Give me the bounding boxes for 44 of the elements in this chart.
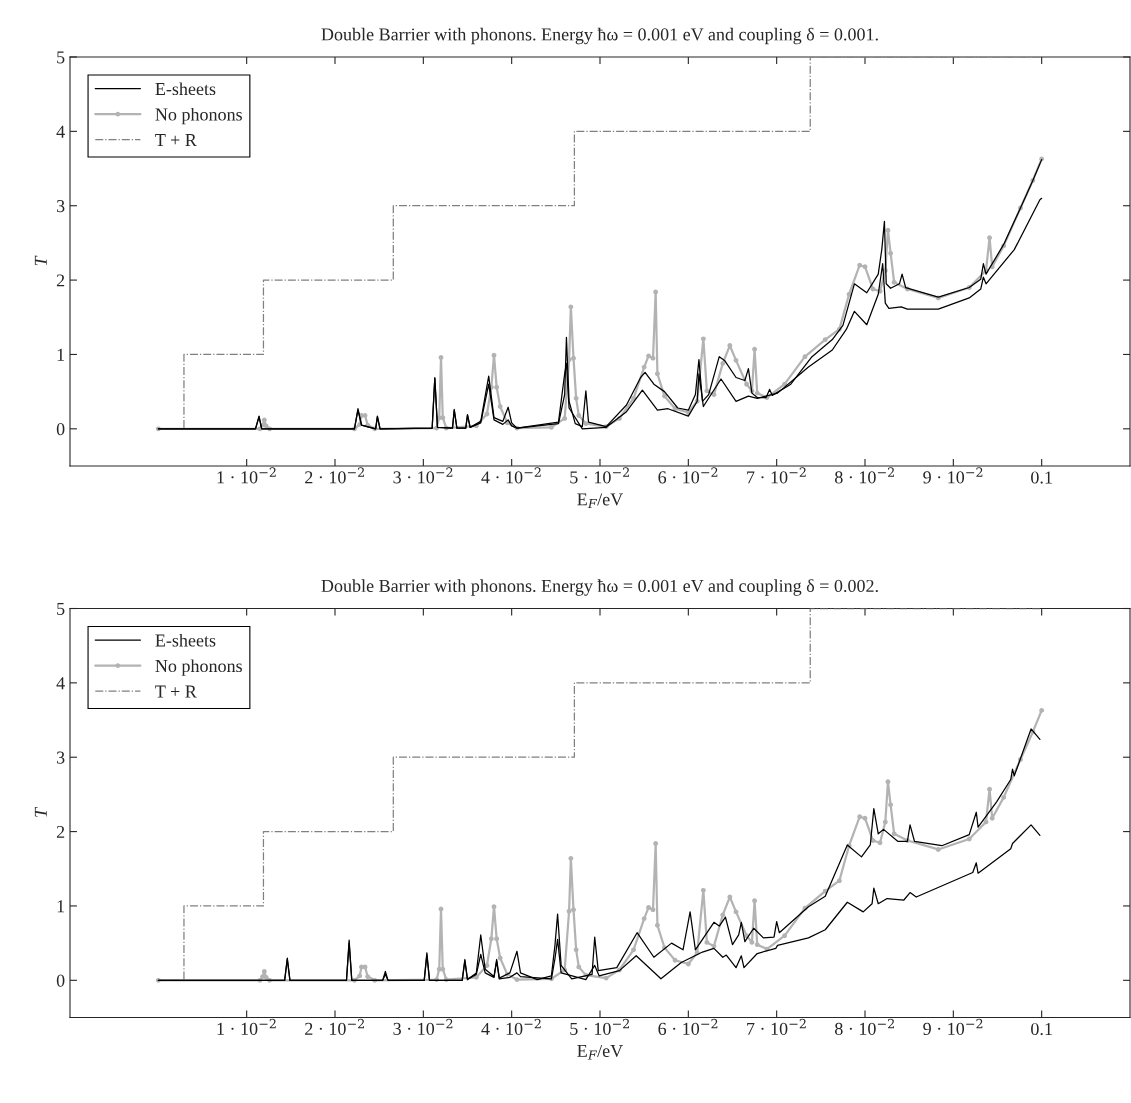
x-axis-title: E$_{F}$/eV xyxy=(577,493,624,509)
y-tick-label: 3 xyxy=(56,200,65,213)
y-tick-label: 2 xyxy=(56,274,65,287)
x-tick-label: 2 · 10$^{−2}$ xyxy=(305,1018,364,1035)
y-tick-label: 3 xyxy=(56,751,65,764)
x-tick-label: 6 · 10$^{−2}$ xyxy=(658,1018,718,1035)
y-tick-label: 0 xyxy=(56,423,65,436)
x-tick-label: 4 · 10$^{−2}$ xyxy=(481,1018,541,1035)
x-tick-label: 5 · 10$^{−2}$ xyxy=(570,467,629,484)
x-tick-label: 3 · 10$^{−2}$ xyxy=(393,1018,453,1035)
legend-label: E-sheets xyxy=(155,633,216,647)
x-tick-label: 8 · 10$^{−2}$ xyxy=(834,467,894,484)
y-tick-label: 1 xyxy=(57,348,65,361)
x-axis-title: E$_{F}$/eV xyxy=(577,1044,624,1060)
y-tick-label: 1 xyxy=(57,900,65,913)
x-tick-label: 0.1 xyxy=(1031,471,1052,484)
y-tick-label: 5 xyxy=(57,602,65,615)
x-tick-label: 4 · 10$^{−2}$ xyxy=(481,467,541,484)
legend-label: No phonons xyxy=(155,107,242,125)
x-tick-label: 3 · 10$^{−2}$ xyxy=(393,467,453,484)
x-tick-label: 7 · 10$^{−2}$ xyxy=(747,1018,806,1035)
x-tick-label: 1 · 10$^{−2}$ xyxy=(217,467,276,484)
x-tick-label: 9 · 10$^{−2}$ xyxy=(923,1018,983,1035)
y-axis-title: T xyxy=(34,806,47,817)
y-tick-label: 0 xyxy=(56,974,65,987)
chart-title: Double Barrier with phonons. Energy ħω = 0.001 eV and coupling δ = 0.002. xyxy=(321,579,878,596)
y-tick-label: 4 xyxy=(56,677,65,690)
legend-label: T + R xyxy=(155,134,197,146)
x-tick-label: 9 · 10$^{−2}$ xyxy=(923,467,983,484)
legend-label: T + R xyxy=(155,685,197,698)
x-tick-label: 7 · 10$^{−2}$ xyxy=(747,467,806,484)
x-tick-label: 0.1 xyxy=(1031,1022,1052,1036)
x-tick-label: 6 · 10$^{−2}$ xyxy=(658,467,718,484)
y-axis-title: T xyxy=(34,255,47,266)
chart-title: Double Barrier with phonons. Energy ħω = 0.001 eV and coupling δ = 0.001. xyxy=(321,27,878,45)
y-tick-label: 5 xyxy=(57,51,65,64)
x-tick-label: 1 · 10$^{−2}$ xyxy=(217,1018,276,1035)
y-tick-label: 2 xyxy=(56,825,65,838)
x-tick-label: 5 · 10$^{−2}$ xyxy=(570,1018,629,1035)
legend-label: E-sheets xyxy=(155,82,216,96)
y-tick-label: 4 xyxy=(56,125,65,138)
x-tick-label: 2 · 10$^{−2}$ xyxy=(305,467,364,484)
x-tick-label: 8 · 10$^{−2}$ xyxy=(834,1018,894,1035)
legend-label: No phonons xyxy=(155,659,242,676)
